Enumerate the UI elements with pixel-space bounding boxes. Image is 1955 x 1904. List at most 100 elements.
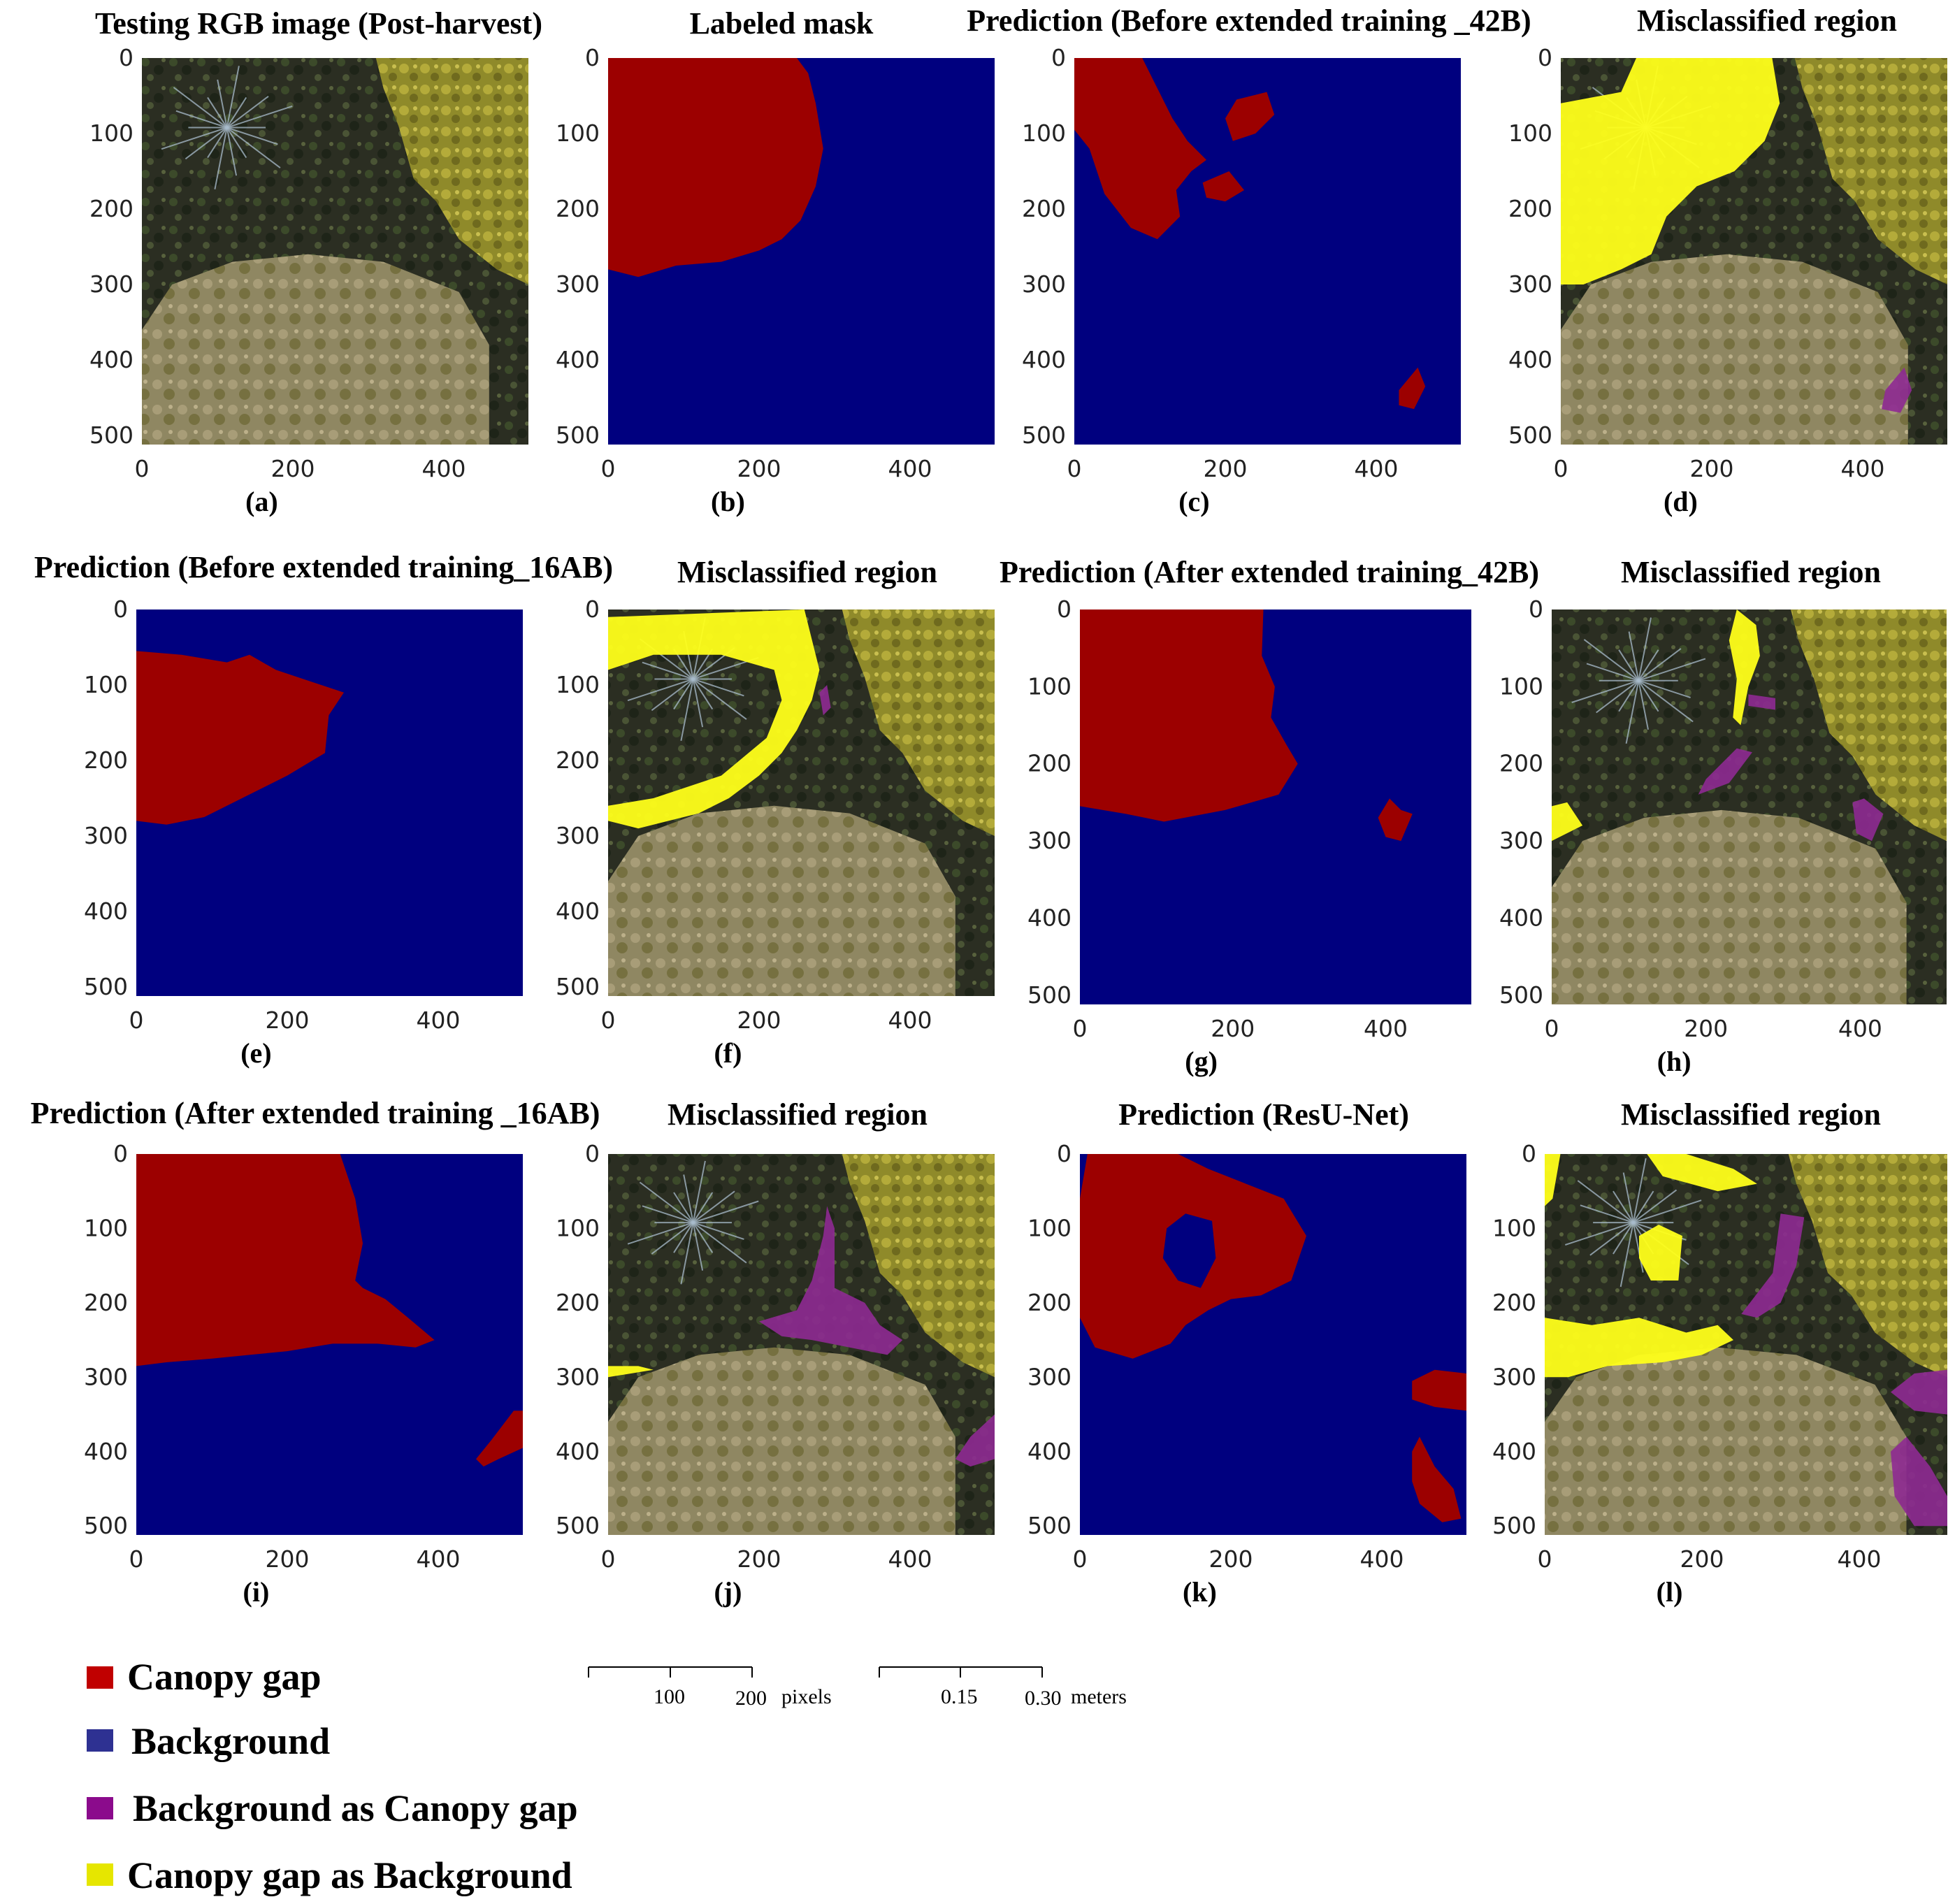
panel-title: Misclassified region	[1621, 1097, 1881, 1132]
y-tick-label: 0	[1051, 44, 1066, 71]
y-tick-label: 400	[1027, 904, 1072, 931]
y-tick-label: 300	[89, 271, 134, 298]
panel-e: Prediction (Before extended training_16A…	[34, 550, 613, 1069]
y-tick-label: 0	[113, 596, 128, 623]
x-tick-label: 0	[1538, 1545, 1552, 1573]
canopy-gap-as-background-region	[608, 610, 820, 829]
y-tick-label: 200	[556, 1289, 600, 1316]
y-tick-label: 500	[556, 973, 600, 1000]
y-tick-label: 100	[89, 120, 134, 147]
y-tick-label: 300	[1508, 271, 1552, 298]
canopy-gap-as-background-region	[608, 1366, 654, 1378]
legend-item-background: Background	[87, 1720, 330, 1762]
legend-item-background-as-canopy-gap: Background as Canopy gap	[87, 1787, 578, 1829]
y-tick-label: 400	[556, 1438, 600, 1465]
background-as-canopy-gap-region	[1698, 694, 1884, 842]
panel-title: Prediction (Before extended training_16A…	[34, 550, 613, 584]
y-tick-label: 200	[1499, 750, 1543, 777]
canopy-gap-as-background-region	[1545, 1154, 1757, 1378]
x-tick-label: 200	[271, 455, 315, 482]
x-tick-label: 0	[135, 455, 150, 482]
legend-label-canopy-gap: Canopy gap	[127, 1656, 322, 1698]
x-tick-label: 0	[601, 1007, 616, 1034]
y-tick-label: 100	[1492, 1214, 1536, 1241]
y-tick-label: 0	[1057, 596, 1072, 623]
panel-label: (d)	[1664, 486, 1698, 517]
y-tick-label: 0	[119, 44, 134, 71]
y-tick-label: 100	[1499, 672, 1543, 700]
panel-label: (e)	[240, 1037, 271, 1069]
y-tick-label: 200	[1027, 750, 1072, 777]
y-tick-label: 100	[84, 671, 128, 698]
scale-bar-pixels-tick-100: 100	[654, 1685, 685, 1708]
x-tick-label: 0	[1545, 1015, 1559, 1042]
y-tick-label: 200	[1022, 195, 1066, 222]
x-tick-label: 0	[129, 1545, 144, 1573]
rgb-image	[608, 610, 995, 996]
canopy-gap-as-background-region	[1561, 58, 1780, 284]
y-tick-label: 500	[1027, 1512, 1072, 1539]
x-tick-label: 400	[1355, 455, 1399, 482]
background-as-canopy-gap-region	[1741, 1213, 1947, 1527]
y-tick-label: 300	[84, 822, 128, 849]
rgb-image	[1545, 1154, 1947, 1535]
y-tick-label: 0	[1538, 44, 1552, 71]
panel-label: (i)	[243, 1576, 270, 1608]
x-tick-label: 400	[417, 1007, 461, 1034]
canopy-gap-region	[1074, 58, 1426, 410]
y-tick-label: 300	[1027, 1363, 1072, 1390]
canopy-gap-region	[136, 651, 344, 825]
panel-label: (g)	[1185, 1046, 1218, 1077]
panel-label: (b)	[711, 486, 745, 517]
y-tick-label: 300	[1499, 827, 1543, 854]
y-tick-label: 200	[84, 1289, 128, 1316]
panel-a: Testing RGB image (Post-harvest) 0 100 200 3…	[89, 6, 542, 517]
x-tick-label: 0	[1554, 455, 1568, 482]
y-tick-label: 200	[1492, 1289, 1536, 1316]
y-tick-label: 400	[1499, 904, 1543, 931]
y-tick-label: 400	[1508, 346, 1552, 373]
panel-title: Prediction (After extended training_42B)	[1000, 555, 1539, 589]
background-as-canopy-gap-region	[1882, 367, 1912, 413]
canopy-gap-region	[136, 1154, 523, 1467]
scale-bar-pixels-unit: pixels	[781, 1685, 832, 1708]
legend: Canopy gap Background Background as Cano…	[87, 1656, 578, 1896]
y-tick-label: 300	[1022, 271, 1066, 298]
panel-title: Misclassified region	[677, 555, 937, 589]
scale-bar-meters-unit: meters	[1071, 1685, 1127, 1708]
y-tick-label: 400	[556, 897, 600, 925]
y-tick-label: 500	[89, 421, 134, 449]
panel-label: (l)	[1657, 1576, 1683, 1608]
x-tick-label: 400	[888, 1007, 932, 1034]
x-tick-label: 400	[422, 455, 466, 482]
x-tick-label: 400	[1838, 1015, 1882, 1042]
y-tick-label: 300	[1492, 1363, 1536, 1390]
panel-title: Prediction (ResU-Net)	[1118, 1097, 1409, 1132]
y-tick-label: 100	[1027, 1214, 1072, 1241]
panel-label: (k)	[1183, 1576, 1217, 1608]
y-tick-label: 300	[556, 822, 600, 849]
y-tick-label: 100	[556, 1214, 600, 1241]
panel-label: (h)	[1657, 1046, 1691, 1077]
y-tick-label: 100	[1027, 672, 1072, 700]
y-tick-label: 400	[1027, 1438, 1072, 1465]
y-tick-label: 0	[1529, 596, 1543, 623]
x-tick-label: 0	[1073, 1015, 1088, 1042]
x-tick-label: 400	[888, 1545, 932, 1573]
y-tick-label: 400	[89, 346, 134, 373]
y-tick-label: 500	[1492, 1512, 1536, 1539]
panel-label: (c)	[1178, 486, 1209, 517]
x-tick-label: 400	[888, 455, 932, 482]
y-tick-label: 500	[556, 421, 600, 449]
y-tick-label: 0	[1057, 1140, 1072, 1167]
x-tick-label: 200	[266, 1007, 310, 1034]
x-tick-label: 200	[1690, 455, 1734, 482]
x-tick-label: 200	[1684, 1015, 1728, 1042]
legend-label-background-as-canopy-gap: Background as Canopy gap	[133, 1787, 578, 1829]
x-tick-label: 400	[1841, 455, 1885, 482]
x-tick-label: 400	[1360, 1545, 1404, 1573]
legend-item-canopy-gap: Canopy gap	[87, 1656, 322, 1698]
y-tick-label: 500	[556, 1512, 600, 1539]
